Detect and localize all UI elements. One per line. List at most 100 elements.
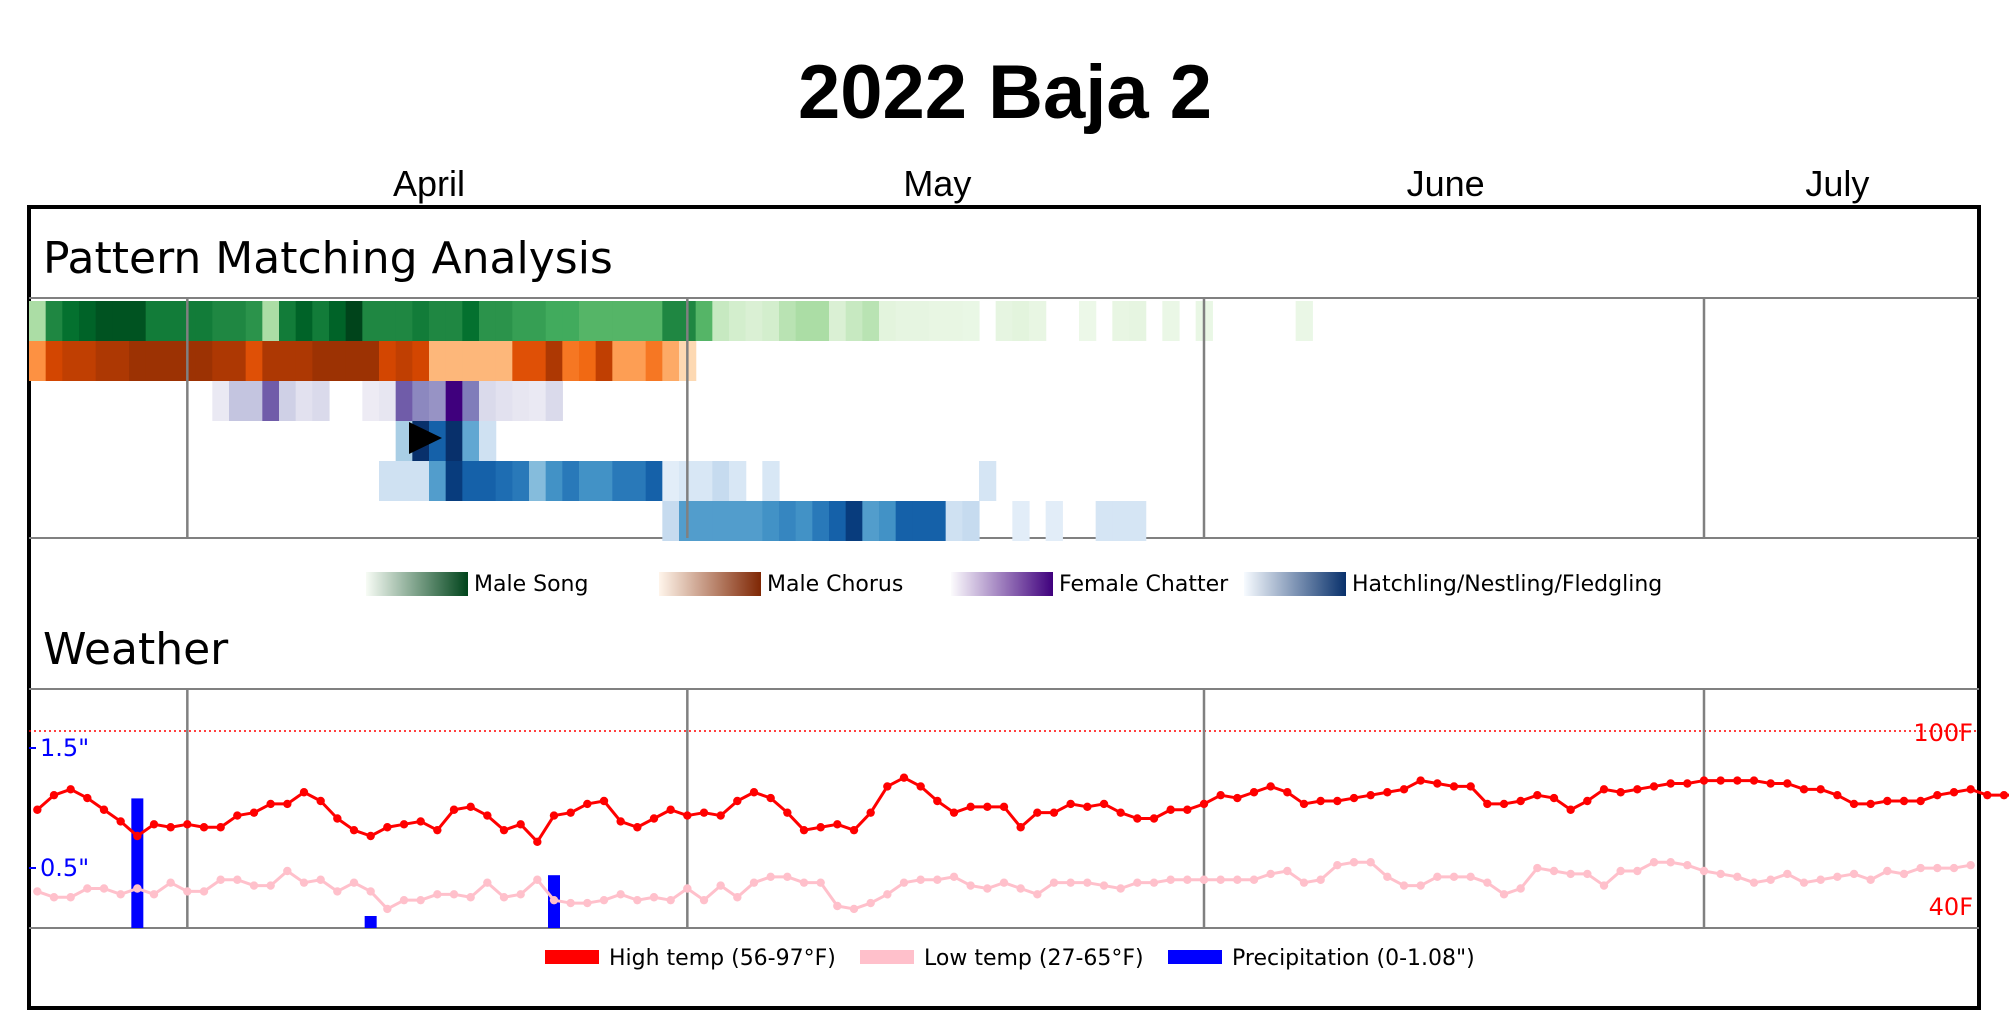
heatmap-cell [62,301,79,341]
high-temp-point [200,823,208,831]
month-label: July [1805,163,1869,204]
high-temp-point [950,808,958,816]
chart-title: 2022 Baja 2 [798,50,1212,135]
low-temp-point [1933,864,1941,872]
low-temp-point [1716,870,1724,878]
high-temp-point [966,803,974,811]
high-temp-point [1850,800,1858,808]
heatmap-cell [962,301,979,341]
heatmap-cell [262,381,279,421]
heatmap-cell [512,381,529,421]
heatmap-cell [162,341,179,381]
heatmap-cell [479,421,496,461]
high-temp-point [816,823,824,831]
low-temp-point [983,884,991,892]
low-temp-point [1216,876,1224,884]
heatmap-cell [46,341,63,381]
heatmap-cell [446,421,463,461]
low-temp-point [766,873,774,881]
precip-legend-label: Precipitation (0-1.08") [1232,946,1475,971]
high-temp-point [1816,785,1824,793]
precip-axis-low-label: 0.5" [40,854,89,882]
heatmap-cell [196,341,213,381]
low-temp-point [583,899,591,907]
low-temp-point [1050,878,1058,886]
heatmap-cell [862,301,879,341]
high-temp-point [616,817,624,825]
heatmap-cell [229,301,246,341]
high-temp-point [1800,785,1808,793]
heatmap-cell [629,341,646,381]
heatmap-cell [146,341,163,381]
low-temp-point [1266,870,1274,878]
heatmap-cell [562,341,579,381]
high-temp-point [416,817,424,825]
high-temp-point [133,832,141,840]
heatmap-cell [612,461,629,501]
high-temp-point [1533,791,1541,799]
heatmap-cell [496,341,513,381]
heatmap-cell [396,341,413,381]
high-temp-point [500,826,508,834]
high-temp-point [1483,800,1491,808]
legend-label: Female Chatter [1059,572,1229,597]
low-temp-point [366,887,374,895]
heatmap-cell [212,341,229,381]
heatmap-cell [1112,501,1129,541]
heatmap-cell [29,341,46,381]
low-temp-point [350,878,358,886]
low-temp-point [266,881,274,889]
precip-axis-high-label: 1.5" [40,734,89,762]
heatmap-cell [62,341,79,381]
low-temp-point [1383,873,1391,881]
heatmap-cell [696,501,713,541]
high-temp-point [1866,800,1874,808]
heatmap-cell [612,301,629,341]
low-temp-point [1350,858,1358,866]
high-temp-point [1933,791,1941,799]
high-temp-point [433,826,441,834]
low-temp-point [500,893,508,901]
weather-section-title: Weather [43,624,229,675]
high-temp-point [883,782,891,790]
high-temp-point [1883,797,1891,805]
heatmap-cell [512,461,529,501]
low-temp-point [933,876,941,884]
high-temp-point [1966,785,1974,793]
heatmap-cell [762,461,779,501]
high-temp-point [683,811,691,819]
low-temp-point [450,890,458,898]
heatmap-cell [246,381,263,421]
heatmap-cell [762,501,779,541]
high-temp-point [1466,782,1474,790]
month-label: April [393,163,465,204]
low-temp-point [833,902,841,910]
high-temp-point [916,782,924,790]
heatmap-cell [962,501,979,541]
low-temp-point [816,878,824,886]
heatmap-cell [729,501,746,541]
low-temp-point [1700,867,1708,875]
heatmap-cell [646,301,663,341]
heatmap-cell [346,341,363,381]
low-temp-point [600,896,608,904]
heatmap-cell [96,301,113,341]
heatmap-cell [1112,301,1129,341]
low-temp-point [1666,858,1674,866]
low-temp-point [33,887,41,895]
heatmap-cell [429,461,446,501]
heatmap-cell [529,381,546,421]
heatmap-cell [929,301,946,341]
heatmap-cell [1012,301,1029,341]
high-temp-point [1583,797,1591,805]
heatmap-cell [596,461,613,501]
low-temp-point [83,884,91,892]
high-temp-point [316,797,324,805]
heatmap-cell [296,381,313,421]
temp-axis-min-label: 40F [1929,893,1973,921]
heatmap-cell [746,301,763,341]
low-temp-point [900,878,908,886]
low-temp-point [783,873,791,881]
high-temp-point [1116,808,1124,816]
heatmap-cell [829,501,846,541]
